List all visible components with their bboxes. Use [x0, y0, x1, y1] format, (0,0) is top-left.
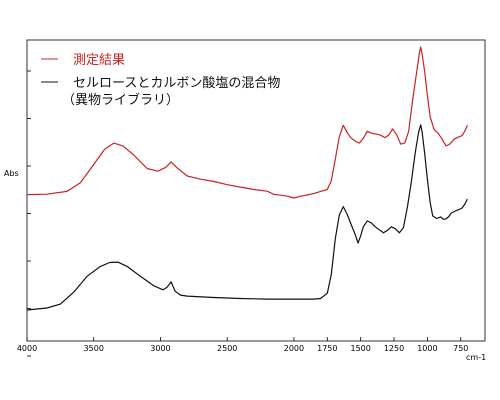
x-axis-ticks [26, 337, 462, 341]
x-tick-label: 1000 [417, 344, 437, 353]
legend-label-library: セルロースとカルボン酸塩の混合物 [73, 76, 280, 91]
x-tick-label: 1250 [384, 344, 404, 353]
x-tick-label: 1500 [350, 344, 370, 353]
plot-frame [26, 39, 486, 342]
x-axis-unit-label: cm-1 [466, 353, 486, 362]
legend: 測定結果 セルロースとカルボン酸塩の混合物 （異物ライブラリ） [41, 53, 280, 108]
x-tick-label: 750 [453, 344, 468, 353]
legend-label-library-sub: （異物ライブラリ） [62, 92, 179, 108]
x-tick-label: 3000 [150, 344, 170, 353]
series-lines [26, 46, 468, 311]
legend-label-measured: 測定結果 [73, 53, 125, 68]
x-axis-tick-labels: 4000 3500 3000 2500 2000 1750 1500 1250 1000 750 [17, 344, 469, 353]
series-line-measured [26, 46, 468, 199]
y-axis-ticks [27, 70, 31, 357]
x-tick-label: 4000 [17, 344, 37, 353]
y-axis-label: Abs [4, 169, 19, 178]
x-tick-label: 1750 [317, 344, 337, 353]
series-line-library [26, 124, 468, 311]
x-tick-label: 2000 [284, 344, 304, 353]
x-tick-label: 3500 [84, 344, 104, 353]
x-tick-label: 2500 [217, 344, 237, 353]
